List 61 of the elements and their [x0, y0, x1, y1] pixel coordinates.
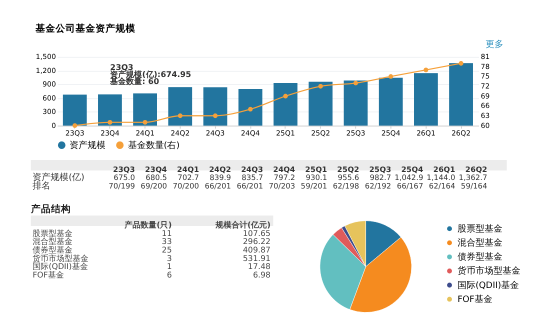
text: 25 [162, 245, 172, 254]
x-tick-label: 23Q3 [65, 128, 84, 138]
y2-tick-label: 78 [480, 62, 490, 71]
y2-tick-label: 81 [480, 52, 490, 62]
category-label: 货币市场型基金 [32, 254, 89, 263]
text: 6.98 [252, 270, 271, 280]
category-label: 混合型基金 [32, 237, 73, 246]
y-tick-label: 1,500 [36, 52, 56, 62]
y2-tick-label: 63 [480, 110, 490, 120]
text: 11 [162, 228, 172, 238]
annotation: 资产规模(亿):674.95 [110, 70, 192, 80]
y2-tick-label: 60 [480, 120, 490, 130]
legend-label: 国际(QDII)基金 [457, 280, 520, 291]
legend-label: 股票型基金 [457, 223, 502, 234]
legend-label: 资产规模 [70, 140, 106, 151]
x-tick-label: 26Q2 [452, 128, 471, 138]
annotation: 基金数量: 60 [109, 77, 160, 86]
y2-tick-label: 66 [480, 101, 490, 110]
text: 1 [166, 262, 172, 272]
legend-label: 货币市场型基金 [457, 266, 520, 277]
text: 107.65 [242, 228, 271, 238]
category-label: 股票型基金 [32, 228, 73, 238]
text: 3 [166, 254, 172, 263]
y-tick-label: 1,200 [36, 66, 56, 75]
text: 33 [162, 237, 172, 246]
legend-label: 基金数量(右) [128, 140, 180, 151]
text: 531.91 [242, 254, 271, 263]
text: 排名 [32, 180, 51, 192]
y-tick-label: 900 [42, 80, 56, 89]
y-tick-label: 0 [51, 120, 56, 130]
y2-tick-label: 69 [480, 91, 490, 100]
x-tick-label: 24Q3 [206, 128, 225, 138]
x-tick-label: 25Q2 [311, 128, 330, 138]
x-tick-label: 23Q4 [100, 128, 120, 138]
legend-label: 债券型基金 [457, 252, 502, 263]
category-label: 债券型基金 [32, 245, 73, 254]
y-tick-label: 600 [42, 93, 56, 102]
x-tick-label: 26Q1 [416, 128, 436, 138]
text: 更多 [485, 39, 504, 50]
x-tick-label: 25Q3 [346, 128, 366, 138]
text: 296.22 [242, 237, 271, 246]
category-label: 国际(QDII)基金 [32, 262, 88, 272]
category-label: FOF基金 [32, 270, 64, 280]
y2-tick-label: 72 [480, 81, 490, 90]
chart-title: 基金公司基金资产规模 [34, 22, 136, 34]
y2-tick-label: 75 [480, 72, 490, 81]
text: 产品数量(只) [124, 220, 172, 230]
x-tick-label: 24Q4 [240, 128, 260, 138]
text: 409.87 [242, 245, 271, 254]
x-tick-label: 25Q4 [381, 128, 401, 138]
text: 产品结构 [30, 202, 71, 215]
text: 6 [166, 270, 172, 280]
annotation: 23Q3 [110, 63, 134, 72]
x-tick-label: 25Q1 [276, 128, 296, 138]
legend-label: 混合型基金 [457, 237, 502, 248]
x-tick-label: 24Q2 [170, 128, 190, 138]
y-tick-label: 300 [42, 107, 56, 116]
text: 规模合计(亿元) [214, 220, 271, 230]
x-tick-label: 24Q1 [136, 128, 155, 138]
legend-label: FOF基金 [457, 294, 492, 305]
text: 17.48 [248, 262, 271, 272]
